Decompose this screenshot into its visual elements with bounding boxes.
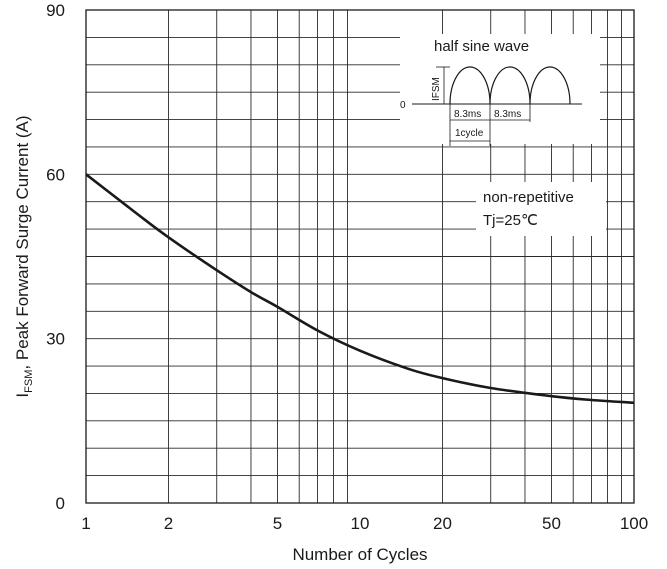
x-tick-label: 10 (351, 514, 370, 533)
waveform-title: half sine wave (434, 38, 529, 55)
y-tick-label: 60 (46, 165, 65, 184)
y-axis-label-symbol: I (13, 393, 32, 398)
x-tick-label: 1 (81, 514, 90, 533)
conditions-background (476, 182, 606, 236)
plot-frame (85, 9, 635, 504)
x-tick-label: 5 (273, 514, 282, 533)
x-tick-label: 50 (542, 514, 561, 533)
y-axis-label-subscript: FSM (23, 370, 35, 393)
waveform-cycle-label: 1cycle (455, 128, 484, 139)
waveform-zero-label: 0 (400, 100, 406, 111)
condition-line-2: Tj=25℃ (483, 212, 538, 229)
x-tick-label: 2 (164, 514, 173, 533)
waveform-period-1-label: 8.3ms (454, 109, 481, 120)
surge-current-curve (85, 173, 635, 405)
y-tick-label: 0 (56, 494, 65, 513)
waveform-period-2-label: 8.3ms (494, 109, 521, 120)
waveform-ifsm-label: IFSM (431, 77, 442, 101)
y-axis-label-text: , Peak Forward Surge Current (A) (13, 115, 32, 369)
y-tick-label: 30 (46, 330, 65, 349)
condition-line-1: non-repetitive (483, 189, 574, 206)
tick-labels: 1 2 5 10 20 50 100 0 30 60 90 (46, 1, 648, 533)
x-tick-label: 100 (620, 514, 648, 533)
half-sine-wave (449, 66, 571, 105)
y-axis-label: IFSM, Peak Forward Surge Current (A) (13, 115, 35, 397)
x-tick-label: 20 (433, 514, 452, 533)
inset-background (400, 34, 600, 144)
x-axis-label: Number of Cycles (292, 545, 427, 564)
waveform-inset: half sine wave 0 IFSM 8.3ms 8.3ms 1cycle (400, 34, 600, 146)
y-tick-label: 90 (46, 1, 65, 20)
